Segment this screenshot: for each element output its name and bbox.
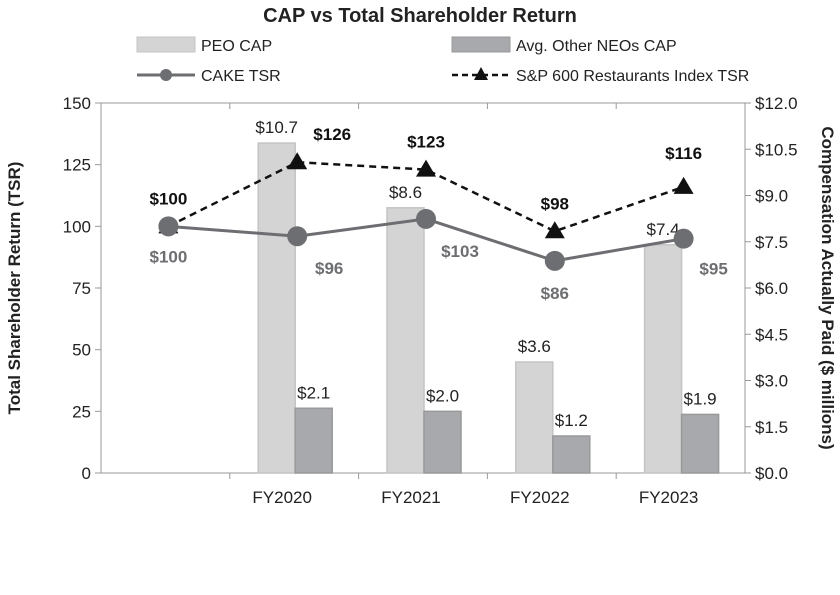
sp600-tsr-marker — [287, 152, 308, 170]
cake-tsr-data-label: $86 — [541, 284, 569, 303]
legend-swatch-0 — [136, 36, 196, 53]
sp600-tsr-line — [167, 160, 685, 233]
bar-neo-cap — [680, 413, 720, 474]
sp600-tsr-marker — [544, 221, 565, 239]
sp600-tsr-data-label: $116 — [665, 144, 702, 163]
cake-tsr-marker — [158, 216, 179, 237]
bar-peo-cap — [386, 207, 425, 474]
x-tick-label: FY2022 — [510, 488, 570, 507]
plot-area: 0 25 50 75 100 125 150 $0.0 $1.5 $3.0 $4.5 $6.0 $7.5… — [63, 94, 798, 507]
cake-tsr-marker — [416, 208, 436, 229]
cake-tsr-data-label: $95 — [699, 260, 727, 279]
sp600-tsr-data-label: $123 — [407, 133, 445, 152]
y-tick-label: 25 — [72, 402, 91, 421]
y2-axis-label: Compensation Actually Paid ($ millions) — [818, 126, 837, 449]
chart-title: CAP vs Total Shareholder Return — [263, 5, 577, 27]
cake-tsr-marker — [287, 226, 308, 247]
legend-marker-triangle — [474, 67, 488, 80]
y-tick-label: 50 — [72, 341, 91, 360]
cake-tsr-marker — [673, 228, 694, 249]
bar-data-label: $10.7 — [255, 118, 298, 137]
y2-tick-label: $12.0 — [755, 94, 798, 113]
sp600-tsr-data-label: $100 — [149, 189, 187, 208]
cake-tsr-data-label: $96 — [315, 259, 343, 278]
bar-peo-cap — [643, 244, 683, 474]
y2-tick-label: $0.0 — [755, 464, 788, 483]
y-axis-label: Total Shareholder Return (TSR) — [5, 162, 24, 415]
bar-data-label: $1.2 — [555, 411, 588, 430]
y-tick-label: 125 — [63, 156, 91, 175]
sp600-tsr-marker — [416, 159, 436, 177]
legend-label: PEO CAP — [201, 38, 272, 55]
bar-peo-cap — [515, 361, 554, 474]
y2-tick-label: $3.0 — [755, 372, 788, 391]
y2-tick-label: $10.5 — [755, 140, 798, 159]
x-tick-label: FY2020 — [252, 488, 312, 507]
x-tick-label: FY2023 — [639, 488, 699, 507]
sp600-tsr-data-label: $126 — [313, 125, 351, 144]
legend-label: CAKE TSR — [201, 68, 281, 85]
y-tick-label: 150 — [63, 94, 91, 113]
cake-tsr-marker — [544, 250, 565, 271]
x-tick-label: FY2021 — [381, 488, 441, 507]
sp600-tsr-data-label: $98 — [541, 194, 569, 213]
bar-data-label: $8.6 — [389, 183, 422, 202]
y2-tick-label: $6.0 — [755, 279, 788, 298]
bar-data-label: $1.9 — [684, 389, 717, 408]
y-tick-label: 75 — [72, 279, 91, 298]
bar-peo-cap — [257, 142, 296, 474]
cake-tsr-data-label: $103 — [441, 242, 479, 261]
legend-label: Avg. Other NEOs CAP — [516, 38, 677, 55]
bar-neo-cap — [423, 410, 462, 474]
bar-neo-cap — [552, 435, 591, 474]
legend-label: S&P 600 Restaurants Index TSR — [516, 68, 749, 85]
sp600-tsr-marker — [673, 176, 694, 194]
y2-tick-label: $1.5 — [755, 418, 788, 437]
bar-data-label: $2.0 — [426, 386, 459, 405]
legend-marker-circle — [160, 69, 172, 81]
bar-neo-cap — [294, 407, 333, 474]
y-tick-label: 100 — [63, 217, 91, 236]
legend: PEO CAP Avg. Other NEOs CAP CAKE TSR S&P 60… — [136, 36, 749, 85]
legend-swatch-1 — [451, 36, 511, 53]
bar-data-label: $7.4 — [647, 220, 680, 239]
y2-tick-label: $7.5 — [755, 233, 788, 252]
cake-tsr-data-label: $100 — [149, 247, 187, 266]
y2-tick-label: $4.5 — [755, 325, 788, 344]
bar-data-label: $3.6 — [518, 337, 551, 356]
y-tick-label: 0 — [82, 464, 91, 483]
bar-data-label: $2.1 — [297, 383, 330, 402]
y2-tick-label: $9.0 — [755, 187, 788, 206]
